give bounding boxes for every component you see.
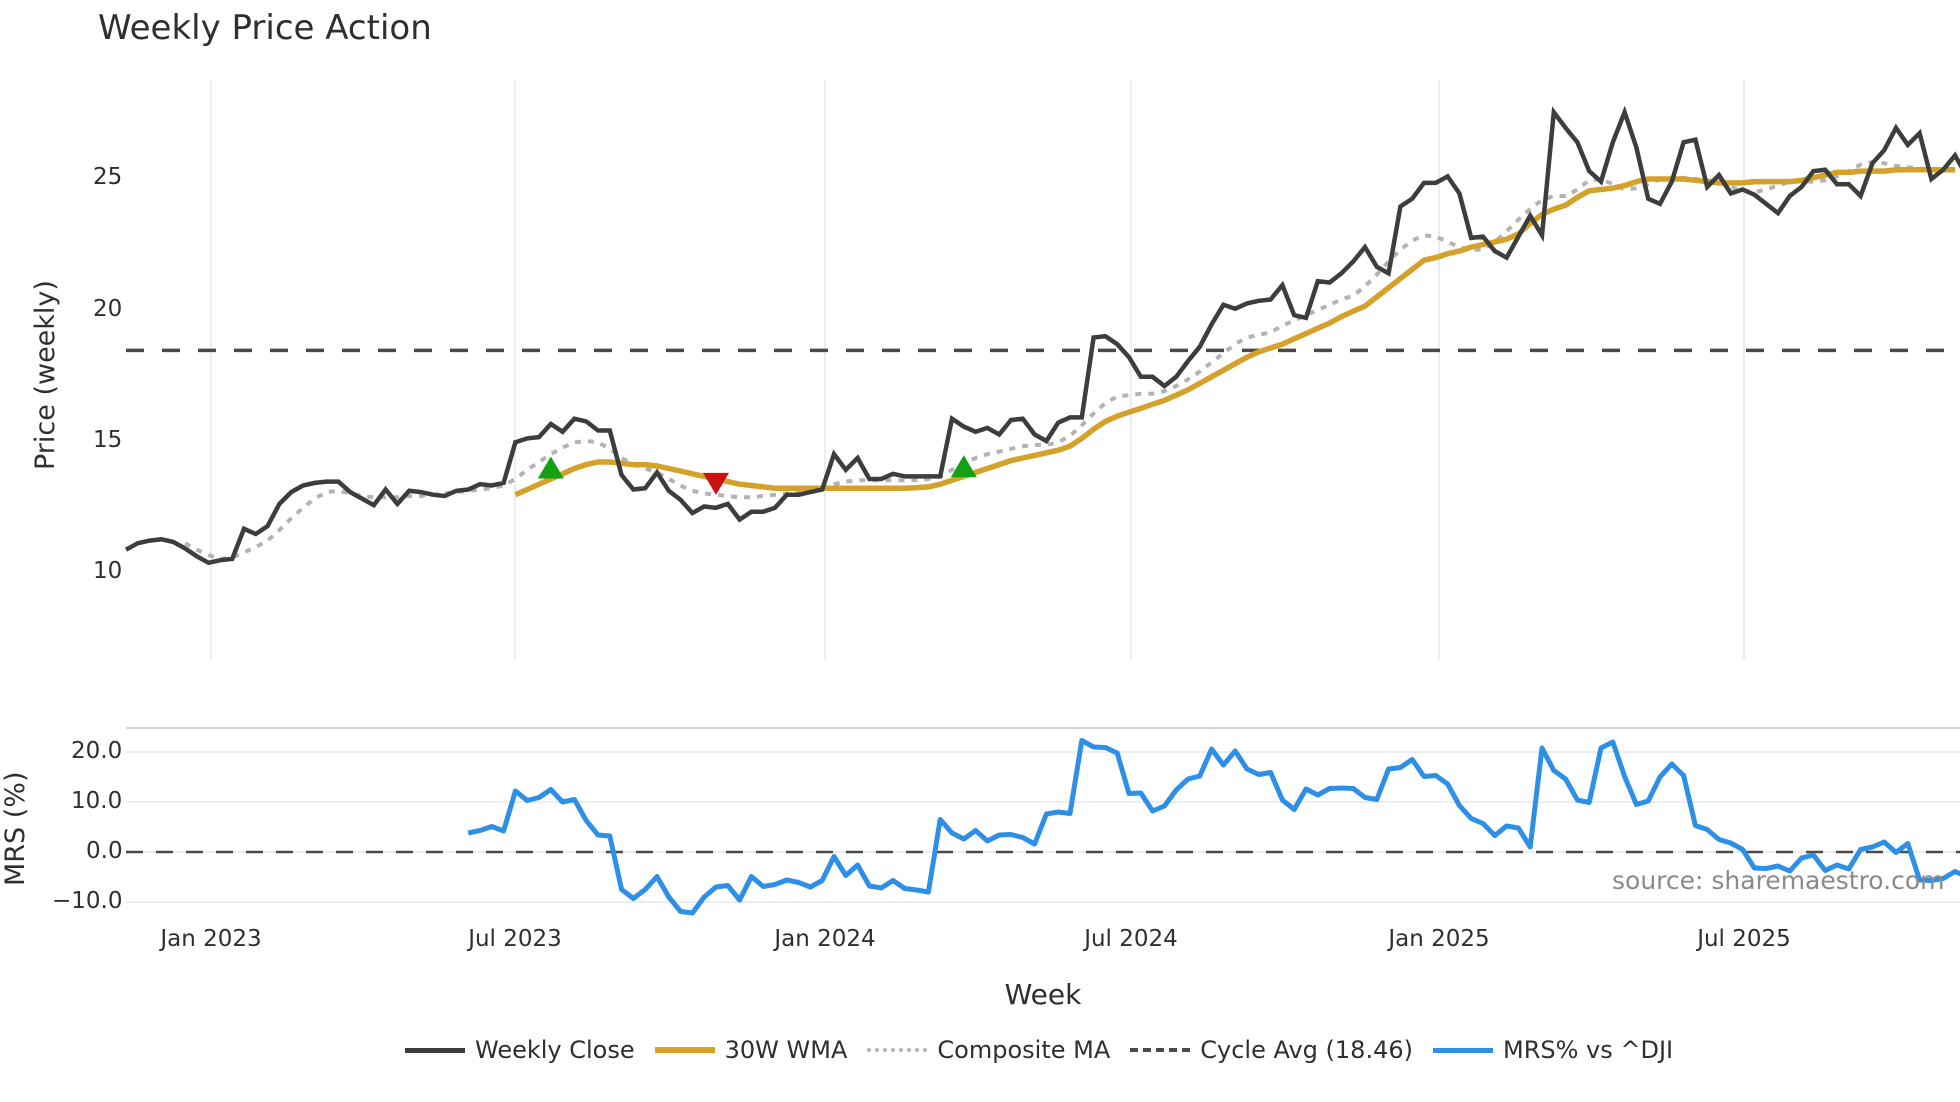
signal-markers	[537, 455, 977, 495]
x-tick-jul-2024: Jul 2024	[1084, 926, 1178, 952]
buy-signal-triangle-up-icon	[950, 455, 977, 478]
price-tick-10: 10	[93, 558, 123, 584]
legend-label: Cycle Avg (18.46)	[1200, 1036, 1413, 1064]
x-tick-jan-2023: Jan 2023	[160, 926, 262, 952]
x-axis-label: Week	[1004, 978, 1082, 1011]
solid-line-swatch-icon	[1432, 1047, 1493, 1053]
x-tick-jan-2024: Jan 2024	[774, 926, 876, 952]
legend-label: MRS% vs ^DJI	[1502, 1036, 1674, 1064]
legend-label: 30W WMA	[724, 1036, 848, 1064]
wma-30w-line	[514, 167, 1955, 498]
weekly-close-line	[124, 105, 1960, 566]
buy-signal-triangle-up-icon	[537, 456, 564, 479]
legend-item-cycle-avg[interactable]: Cycle Avg (18.46)	[1130, 1036, 1413, 1064]
legend: Weekly Close 30W WMA Composite MA Cycle …	[405, 1036, 1693, 1064]
price-tick-15: 15	[93, 427, 123, 453]
grid-lines	[126, 80, 1960, 903]
solid-line-swatch-icon	[654, 1047, 715, 1053]
mrs-tick-20: 20.0	[71, 738, 123, 764]
mrs-tick-0: 0.0	[86, 838, 123, 864]
mrs-axis-label: MRS (%)	[0, 771, 31, 887]
legend-item-30w-wma[interactable]: 30W WMA	[654, 1036, 848, 1064]
composite-ma-line	[184, 159, 1944, 561]
series-lines	[124, 105, 1960, 916]
x-tick-jan-2025: Jan 2025	[1388, 926, 1490, 952]
price-axis-label: Price (weekly)	[30, 280, 61, 470]
solid-line-swatch-icon	[405, 1047, 465, 1053]
price-tick-20: 20	[93, 296, 123, 322]
dotted-line-swatch-icon	[867, 1048, 928, 1052]
mrs-tick-10: 10.0	[71, 788, 123, 814]
legend-item-mrs[interactable]: MRS% vs ^DJI	[1432, 1036, 1674, 1064]
legend-label: Weekly Close	[475, 1036, 635, 1064]
sell-signal-triangle-down-icon	[703, 472, 729, 495]
price-tick-25: 25	[93, 164, 123, 190]
legend-item-weekly-close[interactable]: Weekly Close	[405, 1036, 635, 1064]
legend-item-composite-ma[interactable]: Composite MA	[867, 1036, 1110, 1064]
x-tick-jul-2025: Jul 2025	[1697, 926, 1791, 952]
chart-title: Weekly Price Action	[98, 8, 432, 48]
x-tick-jul-2023: Jul 2023	[468, 926, 562, 952]
legend-label: Composite MA	[937, 1036, 1111, 1064]
mrs-tick-minus10: −10.0	[52, 888, 123, 914]
source-watermark: source: sharemaestro.com	[1612, 866, 1945, 895]
mrs-line	[467, 738, 1960, 916]
dashed-line-swatch-icon	[1130, 1048, 1191, 1052]
